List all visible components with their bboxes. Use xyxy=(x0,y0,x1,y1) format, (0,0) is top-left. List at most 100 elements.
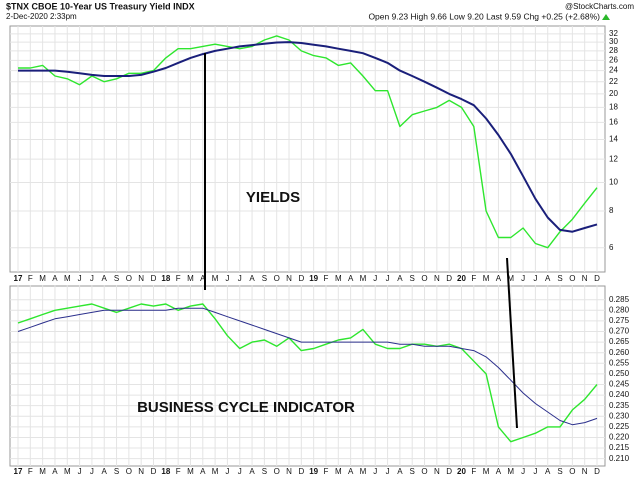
panel-frame xyxy=(9,285,606,467)
x-tick-label: S xyxy=(557,274,562,283)
x-tick-label: M xyxy=(483,274,490,283)
x-tick-label: J xyxy=(373,467,377,476)
quote: Open 9.23 High 9.66 Low 9.20 Last 9.59 C… xyxy=(368,11,600,21)
x-tick-label: N xyxy=(138,274,144,283)
x-tick-label: J xyxy=(521,467,525,476)
x-tick-label: N xyxy=(582,467,588,476)
x-tick-label: F xyxy=(471,274,476,283)
x-tick-label: S xyxy=(410,467,415,476)
x-tick-label: O xyxy=(421,467,427,476)
y-tick-label: 0.265 xyxy=(609,337,630,346)
x-tick-label: F xyxy=(28,274,33,283)
x-tick-label: J xyxy=(386,274,390,283)
y-tick-label: 0.245 xyxy=(609,380,630,389)
y-tick-label: 0.235 xyxy=(609,401,630,410)
x-tick-label: A xyxy=(249,467,255,476)
x-tick-label: 20 xyxy=(457,467,466,476)
x-tick-label: 18 xyxy=(161,274,170,283)
x-tick-label: A xyxy=(397,467,403,476)
y-tick-label: 0.275 xyxy=(609,316,630,325)
x-tick-label: N xyxy=(582,274,588,283)
x-tick-label: O xyxy=(569,467,575,476)
x-tick-label: M xyxy=(212,467,219,476)
x-tick-label: J xyxy=(238,467,242,476)
x-tick-label: N xyxy=(286,467,292,476)
x-tick-label: A xyxy=(545,274,551,283)
x-tick-label: J xyxy=(521,274,525,283)
x-tick-label: M xyxy=(483,467,490,476)
panel-frame xyxy=(9,25,606,273)
x-tick-label: A xyxy=(496,467,502,476)
x-tick-label: J xyxy=(533,467,537,476)
x-tick-label: A xyxy=(397,274,403,283)
x-tick-label: M xyxy=(360,274,367,283)
x-tick-label: D xyxy=(298,274,304,283)
x-tick-label: M xyxy=(212,274,219,283)
x-tick-label: O xyxy=(126,274,132,283)
x-tick-label: J xyxy=(238,274,242,283)
x-tick-label: J xyxy=(533,274,537,283)
x-tick-label: S xyxy=(262,467,267,476)
x-tick-label: D xyxy=(151,274,157,283)
x-tick-label: F xyxy=(324,274,329,283)
x-tick-label: O xyxy=(274,274,280,283)
x-tick-label: S xyxy=(410,274,415,283)
y-tick-label: 0.260 xyxy=(609,348,630,357)
y-tick-label: 30 xyxy=(609,37,618,46)
x-tick-label: M xyxy=(187,467,194,476)
y-tick-label: 8 xyxy=(609,206,614,215)
x-tick-label: S xyxy=(557,467,562,476)
x-tick-label: M xyxy=(360,467,367,476)
x-tick-label: S xyxy=(114,274,119,283)
x-tick-label: A xyxy=(200,274,206,283)
x-tick-label: O xyxy=(126,467,132,476)
x-tick-label: A xyxy=(545,467,551,476)
y-tick-label: 16 xyxy=(609,118,618,127)
x-tick-label: A xyxy=(52,274,58,283)
y-tick-label: 0.240 xyxy=(609,390,630,399)
y-tick-label: 0.280 xyxy=(609,305,630,314)
x-tick-label: J xyxy=(386,467,390,476)
x-tick-label: J xyxy=(373,274,377,283)
x-tick-label: A xyxy=(348,274,354,283)
y-tick-label: 28 xyxy=(609,46,618,55)
x-tick-label: 19 xyxy=(309,274,318,283)
y-tick-label: 0.225 xyxy=(609,422,630,431)
plot-layer: 17 F M A M J J A S O N D 18 F M A M J J A S O N D 19 F M A M J J A S O N D 2… xyxy=(10,26,630,476)
x-tick-label: D xyxy=(446,467,452,476)
series-line xyxy=(18,35,598,249)
x-tick-label: M xyxy=(39,274,46,283)
x-tick-label: F xyxy=(471,467,476,476)
x-tick-label: F xyxy=(176,274,181,283)
y-tick-label: 10 xyxy=(609,178,618,187)
y-tick-label: 0.285 xyxy=(609,295,630,304)
x-tick-label: J xyxy=(90,274,94,283)
x-tick-label: M xyxy=(187,274,194,283)
x-tick-label: 19 xyxy=(309,467,318,476)
x-tick-label: A xyxy=(52,467,58,476)
x-tick-label: M xyxy=(335,274,342,283)
x-tick-label: S xyxy=(262,274,267,283)
x-tick-label: A xyxy=(102,467,108,476)
source: @StockCharts.com xyxy=(565,2,634,11)
y-tick-label: 0.215 xyxy=(609,443,630,452)
x-tick-label: J xyxy=(225,467,229,476)
y-tick-label: 0.270 xyxy=(609,327,630,336)
x-tick-label: F xyxy=(324,467,329,476)
x-tick-label: S xyxy=(114,467,119,476)
y-tick-label: 0.255 xyxy=(609,358,630,367)
x-tick-label: A xyxy=(249,274,255,283)
x-tick-label: D xyxy=(594,274,600,283)
x-tick-label: J xyxy=(78,467,82,476)
y-tick-label: 0.210 xyxy=(609,454,630,463)
x-tick-label: J xyxy=(90,467,94,476)
x-tick-label: D xyxy=(446,274,452,283)
x-tick-label: A xyxy=(496,274,502,283)
x-tick-label: M xyxy=(335,467,342,476)
x-tick-label: D xyxy=(151,467,157,476)
x-tick-label: 17 xyxy=(14,467,23,476)
x-tick-label: D xyxy=(298,467,304,476)
